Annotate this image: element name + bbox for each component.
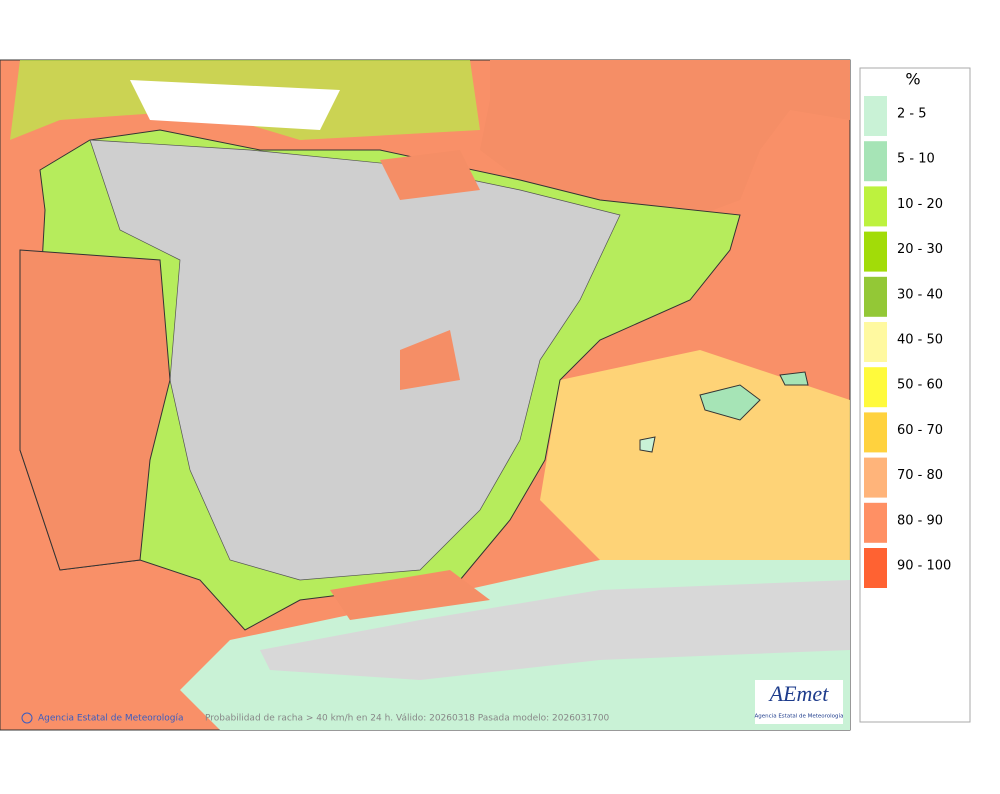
legend-label: 50 - 60	[897, 378, 943, 393]
legend-swatch	[864, 367, 887, 408]
legend-label: 30 - 40	[897, 287, 943, 302]
legend-swatch	[864, 276, 887, 317]
logo: AEmet	[768, 681, 830, 706]
sea-clear	[130, 80, 340, 130]
portugal	[19, 249, 171, 571]
legend-label: 60 - 70	[897, 423, 943, 438]
legend-label: 10 - 20	[897, 197, 943, 212]
menorca	[779, 371, 809, 386]
footer-credit: Agencia Estatal de Meteorología	[38, 714, 184, 724]
legend-label: 2 - 5	[897, 107, 927, 122]
interior	[89, 139, 621, 581]
ibiza	[639, 436, 656, 453]
hot-spot	[330, 570, 490, 620]
legend-label: 5 - 10	[897, 152, 935, 167]
legend-swatch	[864, 186, 887, 227]
logo-subtitle: Agencia Estatal de Meteorología	[755, 713, 844, 720]
legend-swatch	[864, 412, 887, 453]
france	[480, 60, 850, 215]
mediterranean	[540, 350, 850, 560]
legend-swatch	[864, 141, 887, 182]
legend-swatch	[864, 502, 887, 543]
mallorca	[699, 384, 761, 421]
map: Agencia Estatal de Meteorología Probabil…	[0, 59, 851, 731]
legend-swatch	[864, 457, 887, 498]
legend-swatch	[864, 96, 887, 136]
legend-swatch	[864, 548, 887, 588]
copyright-icon	[21, 712, 33, 724]
legend-label: 80 - 90	[897, 513, 943, 528]
legend-label: 20 - 30	[897, 242, 943, 257]
hot-spot	[400, 330, 460, 390]
legend-swatch	[864, 231, 887, 272]
legend-title: %	[905, 70, 920, 89]
logo-box	[755, 680, 843, 724]
legend: % 2 - 5 5 - 10 10 - 20 20 - 30 30 - 40 40 - 5…	[859, 67, 971, 723]
legend-label: 70 - 80	[897, 468, 943, 483]
legend-swatch	[864, 322, 887, 362]
legend-label: 40 - 50	[897, 333, 943, 348]
footer-caption: Probabilidad de racha > 40 km/h en 24 h.…	[205, 714, 610, 724]
africa	[260, 580, 850, 680]
legend-label: 90 - 100	[897, 559, 951, 574]
hot-spot	[380, 150, 480, 200]
